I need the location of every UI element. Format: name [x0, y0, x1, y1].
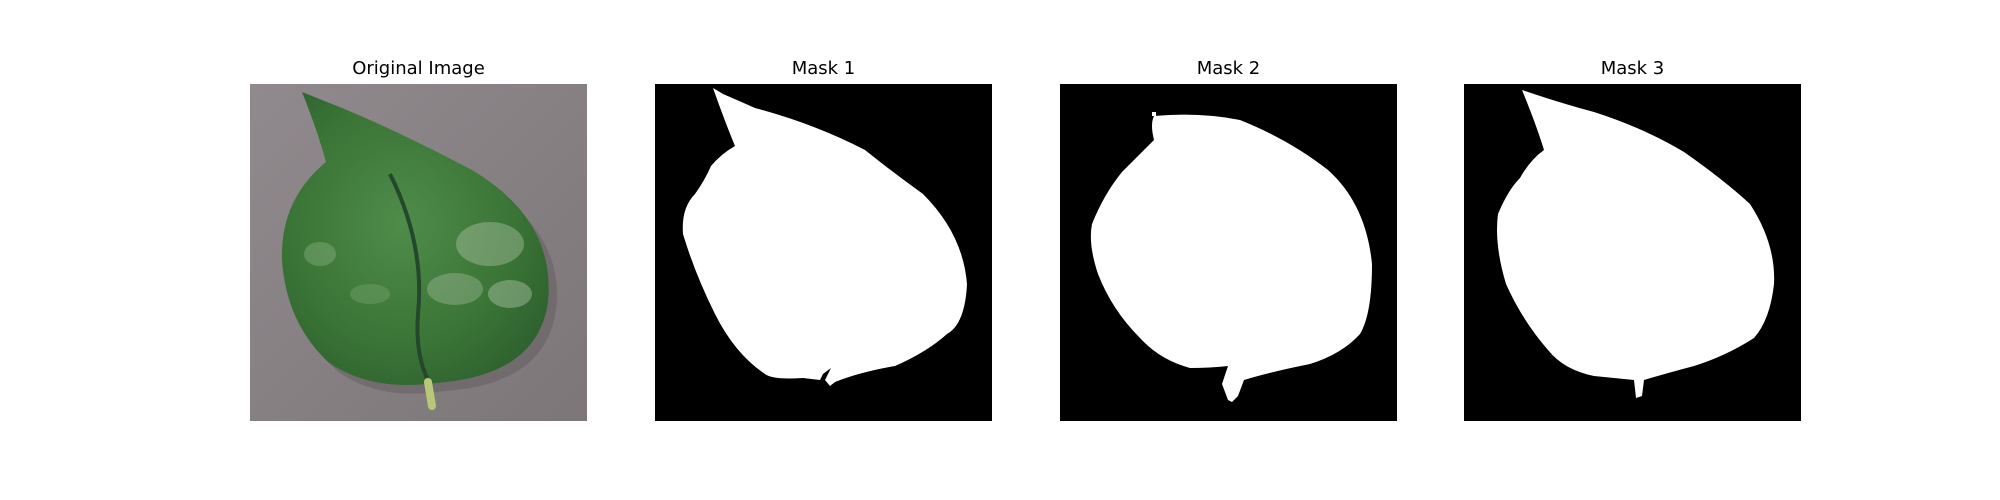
leaf-stem [424, 378, 436, 410]
mask-2-graphic [1060, 84, 1397, 421]
leaf-midrib [388, 173, 430, 381]
original-leaf-photo [250, 84, 587, 421]
mask-1-graphic [655, 84, 992, 421]
mask-3-graphic [1464, 84, 1801, 421]
leaf-photo-graphic [250, 84, 587, 421]
panel-original-image: Original Image [250, 0, 587, 500]
panel-mask-1: Mask 1 [655, 0, 992, 500]
mask-3-image [1464, 84, 1801, 421]
mask-1-region [682, 88, 967, 386]
mask-3-region [1497, 90, 1775, 398]
panel-mask-3: Mask 3 [1464, 0, 1801, 500]
mask-1-image [655, 84, 992, 421]
panel-title: Mask 3 [1600, 58, 1665, 79]
mask-2-region [1090, 114, 1372, 403]
panel-mask-2: Mask 2 [1060, 0, 1397, 500]
mask-2-image [1060, 84, 1397, 421]
panel-title: Mask 1 [791, 58, 856, 79]
panel-title: Mask 2 [1196, 58, 1261, 79]
panel-title: Original Image [352, 58, 485, 79]
